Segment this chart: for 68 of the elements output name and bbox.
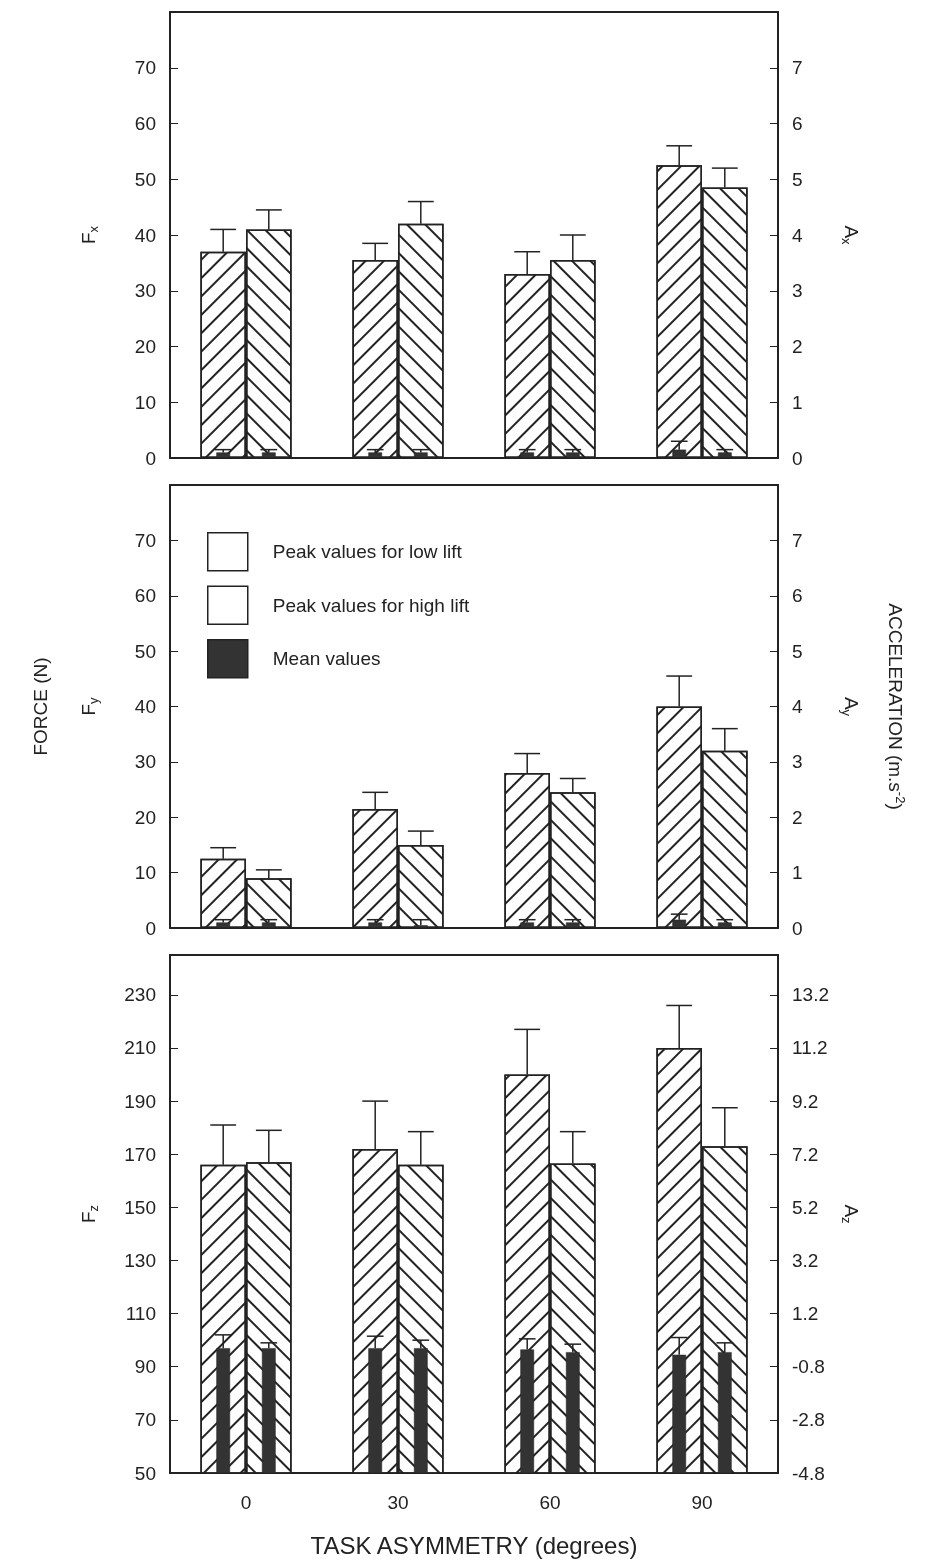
y-tick-label: 190	[124, 1090, 156, 1112]
y2-axis-title: Az	[839, 1204, 862, 1224]
y2-tick-label: 7	[792, 529, 803, 551]
y2-tick-label: 6	[792, 113, 803, 134]
y2-tick-label: 1	[792, 391, 803, 413]
y-tick-label: 110	[125, 1303, 156, 1325]
y-tick-label: 20	[134, 336, 156, 357]
y2-tick-label: 5.2	[792, 1196, 819, 1218]
y-tick-label: 10	[134, 862, 156, 884]
y-tick-label: 130	[124, 1249, 156, 1271]
y2-tick-label: 0	[792, 447, 803, 469]
y-tick-label: 0	[145, 447, 156, 469]
y2-tick-label: 7	[792, 57, 803, 79]
y2-tick-label: 4	[792, 696, 803, 717]
y2-axis-title: Ax	[839, 225, 862, 246]
y2-tick-label: 1.2	[792, 1303, 819, 1325]
y-tick-label: 50	[134, 640, 156, 662]
legend-label: Peak values for high lift	[272, 594, 470, 616]
y-axis-title: Fz	[78, 1204, 101, 1224]
y-tick-label: 170	[124, 1143, 156, 1165]
y2-tick-label: 2	[792, 806, 803, 828]
y2-tick-label: 1	[792, 862, 803, 884]
text: FORCE (N)	[29, 657, 51, 756]
x-tick-label: 60	[539, 1492, 561, 1513]
x-tick-label: 0	[240, 1492, 252, 1513]
y2-tick-label: 11.2	[792, 1037, 828, 1059]
y-tick-label: 150	[124, 1196, 156, 1218]
y2-tick-label: 3.2	[792, 1249, 819, 1271]
x-axis-title: TASK ASYMMETRY (degrees)	[310, 1531, 638, 1559]
y2-tick-label: 5	[792, 168, 803, 190]
x-tick-label: 30	[387, 1492, 409, 1513]
y2-tick-label: 5	[792, 640, 803, 662]
y2-tick-label: 13.2	[792, 984, 829, 1006]
y-tick-label: 50	[134, 1462, 156, 1484]
y-tick-label: 40	[134, 224, 156, 246]
y-axis-title: Fx	[78, 225, 101, 245]
y-tick-label: 70	[134, 529, 156, 551]
y-tick-label: 40	[134, 696, 156, 717]
y2-tick-label: -4.8	[792, 1462, 825, 1484]
x-tick-label: 90	[691, 1492, 713, 1513]
legend-label: Peak values for low lift	[272, 541, 463, 563]
y-tick-label: 0	[145, 917, 156, 939]
y-axis-title: Fy	[78, 696, 101, 716]
y-tick-label: 70	[134, 1409, 156, 1431]
y2-tick-label: 2	[792, 336, 803, 357]
y2-tick-label: 4	[792, 224, 803, 246]
y-tick-label: 10	[134, 391, 156, 413]
y-tick-label: 70	[134, 57, 156, 79]
y2-tick-label: 7.2	[792, 1143, 819, 1165]
y-tick-label: 60	[134, 113, 156, 134]
y-tick-label: 210	[124, 1037, 156, 1059]
y-tick-label: 30	[134, 280, 156, 302]
text: ACCELERATION (m.s-2)	[884, 603, 908, 810]
y-tick-label: 30	[134, 751, 156, 773]
y2-tick-label: -2.8	[792, 1409, 825, 1431]
y2-tick-label: 0	[792, 917, 803, 939]
y-tick-label: 20	[134, 806, 156, 828]
y2-tick-label: 3	[792, 751, 803, 773]
y-tick-label: 60	[134, 585, 156, 607]
y2-tick-label: 6	[792, 585, 803, 607]
y2-tick-label: 3	[792, 280, 803, 302]
y2-tick-label: -0.8	[792, 1356, 825, 1378]
y2-tick-label: 9.2	[792, 1090, 819, 1112]
y-tick-label: 50	[134, 168, 156, 190]
y2-axis-title: Ay	[839, 696, 862, 717]
y-tick-label: 90	[134, 1356, 156, 1378]
legend-label: Mean values	[272, 648, 381, 670]
y-tick-label: 230	[124, 984, 156, 1006]
